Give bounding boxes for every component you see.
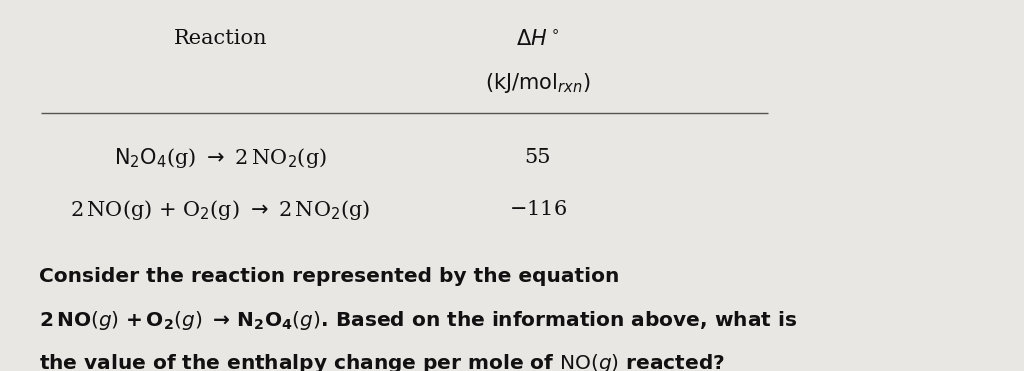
Text: $\mathrm{(kJ/mol_{\mathit{rxn}})}$: $\mathrm{(kJ/mol_{\mathit{rxn}})}$ bbox=[485, 72, 590, 95]
Text: Consider the reaction represented by the equation: Consider the reaction represented by the… bbox=[39, 267, 620, 286]
Text: $\mathrm{N_2O_4}$(g) $\rightarrow$ 2$\,$NO$_2$(g): $\mathrm{N_2O_4}$(g) $\rightarrow$ 2$\,$… bbox=[114, 146, 327, 170]
Text: the value of the enthalpy change per mole of $\mathrm{NO}$$(g)$ reacted?: the value of the enthalpy change per mol… bbox=[39, 352, 725, 371]
Text: Reaction: Reaction bbox=[173, 29, 267, 49]
Text: 2$\,$NO(g) $+$ O$_2$(g) $\rightarrow$ 2$\,$NO$_2$(g): 2$\,$NO(g) $+$ O$_2$(g) $\rightarrow$ 2$… bbox=[70, 198, 371, 221]
Text: 55: 55 bbox=[524, 148, 551, 167]
Text: $-$116: $-$116 bbox=[509, 200, 566, 219]
Text: $\mathbf{2\,NO}$$(g)$ $\mathbf{+\,O_2}$$(g)$ $\mathbf{\rightarrow\,N_2O_4}$$(g)$: $\mathbf{2\,NO}$$(g)$ $\mathbf{+\,O_2}$$… bbox=[39, 309, 797, 332]
Text: $\Delta H^\circ$: $\Delta H^\circ$ bbox=[516, 29, 559, 49]
